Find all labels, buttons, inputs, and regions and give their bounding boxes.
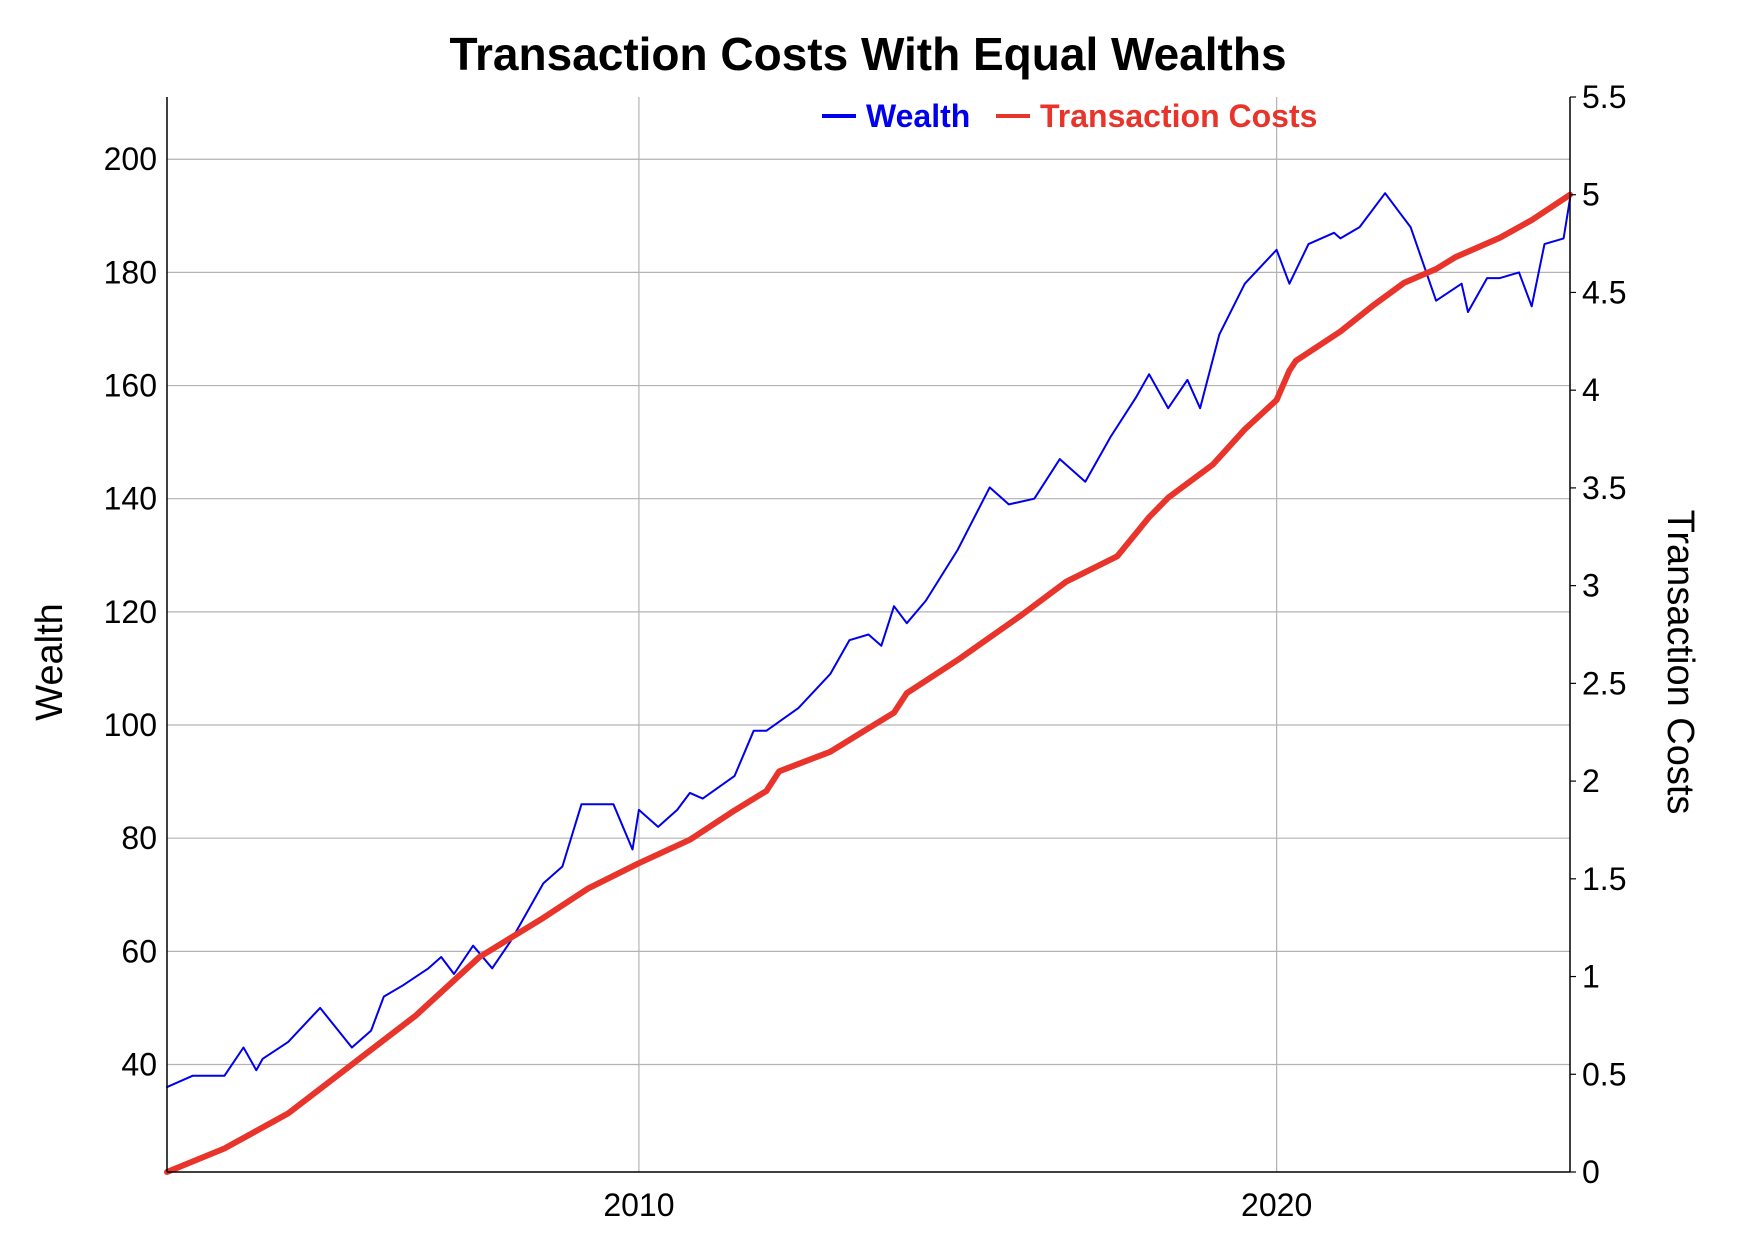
series-line-transaction-costs bbox=[164, 191, 1573, 1175]
grid bbox=[167, 97, 1570, 1172]
y2-tick-label-3.5: 3.5 bbox=[1582, 470, 1626, 506]
y2-tick-label-4.5: 4.5 bbox=[1582, 274, 1626, 310]
y-tick-label-80: 80 bbox=[121, 820, 157, 856]
y2-axis-title: Transaction Costs bbox=[1659, 510, 1701, 815]
y2-tick-label-5.5: 5.5 bbox=[1582, 79, 1626, 115]
y-tick-label-100: 100 bbox=[104, 707, 157, 743]
y-tick-label-60: 60 bbox=[121, 933, 157, 969]
legend: Wealth Transaction Costs bbox=[822, 98, 1317, 134]
y-tick-label-140: 140 bbox=[104, 481, 157, 517]
y-tick-label-120: 120 bbox=[104, 594, 157, 630]
chart-title: Transaction Costs With Equal Wealths bbox=[449, 28, 1286, 80]
series-layer bbox=[164, 191, 1573, 1175]
y2-tick-label-0.5: 0.5 bbox=[1582, 1056, 1626, 1092]
y2-tick-label-1.5: 1.5 bbox=[1582, 861, 1626, 897]
y2-tick-label-4: 4 bbox=[1582, 372, 1600, 408]
tick-labels: 40 60 80 100 120 140 160 180 200 2010 2020 0 0.5 1 1.5… bbox=[104, 79, 1627, 1223]
series-line-wealth bbox=[166, 192, 1571, 1089]
y2-tick-label-1: 1 bbox=[1582, 959, 1600, 995]
y-tick-label-180: 180 bbox=[104, 254, 157, 290]
axes bbox=[166, 96, 1576, 1173]
legend-label-transaction-costs: Transaction Costs bbox=[1040, 98, 1317, 134]
y2-tick-label-0: 0 bbox=[1582, 1154, 1600, 1190]
y2-tick-label-2: 2 bbox=[1582, 763, 1600, 799]
y2-tick-label-2.5: 2.5 bbox=[1582, 665, 1626, 701]
y-axis-title: Wealth bbox=[29, 603, 71, 721]
y-tick-label-40: 40 bbox=[121, 1047, 157, 1083]
y-tick-label-200: 200 bbox=[104, 141, 157, 177]
x-tick-label-2010: 2010 bbox=[603, 1187, 674, 1223]
y2-tick-label-3: 3 bbox=[1582, 568, 1600, 604]
y2-tick-label-5: 5 bbox=[1582, 177, 1600, 213]
y-tick-label-160: 160 bbox=[104, 368, 157, 404]
legend-label-wealth: Wealth bbox=[866, 98, 970, 134]
x-tick-label-2020: 2020 bbox=[1241, 1187, 1312, 1223]
